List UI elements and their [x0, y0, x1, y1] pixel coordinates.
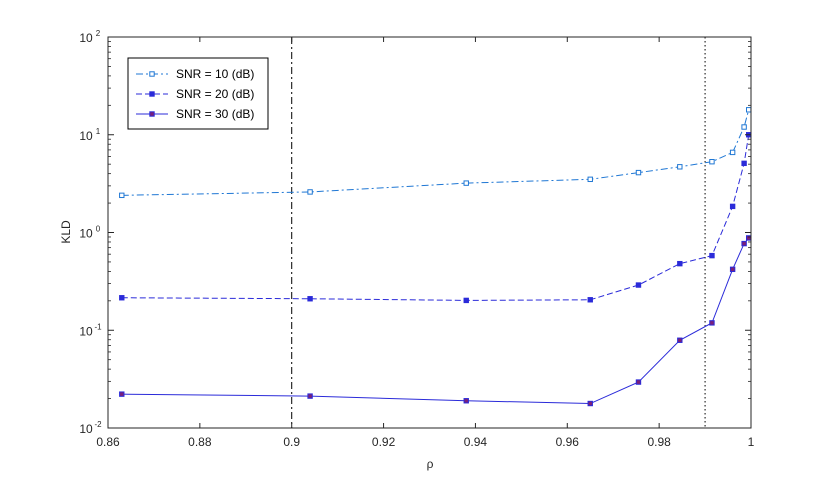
data-point-series-2: [119, 295, 125, 301]
x-axis: 0.86 0.88 0.9 0.92 0.94 0.96 0.98 1: [96, 37, 755, 449]
y-tick-label: 10: [79, 227, 93, 241]
y-tick-exponent: 1: [96, 127, 101, 136]
data-point-series-2: [587, 297, 593, 303]
data-point-series-3: [729, 266, 736, 273]
y-tick-label: 10: [79, 31, 93, 45]
reference-lines: [291, 37, 706, 428]
data-point-series-1: [729, 149, 736, 156]
data-point-series-1: [741, 124, 747, 130]
data-point-series-1: [119, 192, 125, 199]
y-tick-label: 10: [79, 129, 93, 143]
data-point-series-1: [463, 180, 469, 186]
data-point-series-3: [709, 320, 715, 326]
data-point-series-2: [741, 160, 747, 167]
data-point-series-3: [119, 391, 125, 397]
y-tick-exponent: 0: [96, 225, 101, 234]
x-tick-label: 0.88: [188, 435, 212, 449]
legend-label-1: SNR = 10 (dB): [176, 67, 254, 81]
data-point-series-3: [307, 393, 313, 399]
x-tick-label: 0.98: [647, 435, 671, 449]
data-point-series-3: [635, 379, 642, 385]
x-tick-label: 0.96: [556, 435, 580, 449]
y-tick-label: 10: [79, 422, 93, 436]
series-line-1: [121, 109, 750, 196]
y-axis-label: KLD: [59, 220, 73, 244]
x-axis-label: ρ: [427, 457, 434, 471]
series-line-2: [121, 134, 750, 301]
data-point-series-3: [741, 240, 747, 247]
data-point-series-3: [746, 235, 752, 241]
series-layer: [119, 107, 752, 407]
data-point-series-1: [635, 169, 642, 176]
data-point-series-1: [307, 189, 313, 195]
data-point-series-2: [635, 282, 642, 288]
y-tick-label: 10: [79, 324, 93, 338]
legend-marker-2: [149, 91, 155, 97]
data-point-series-3: [463, 398, 469, 404]
x-tick-label: 0.9: [283, 435, 300, 449]
data-point-series-2: [729, 203, 736, 210]
data-point-series-3: [677, 337, 683, 343]
y-tick-exponent: -1: [94, 322, 102, 331]
data-point-series-1: [677, 164, 683, 170]
data-point-series-2: [463, 297, 469, 304]
x-tick-label: 0.94: [464, 435, 488, 449]
legend-marker-1: [149, 71, 155, 77]
data-point-series-2: [307, 296, 313, 302]
y-tick-exponent: -2: [94, 420, 102, 429]
data-point-series-2: [677, 260, 683, 267]
x-tick-label: 0.92: [372, 435, 396, 449]
legend-label-2: SNR = 20 (dB): [176, 87, 254, 101]
series-line-3: [121, 237, 750, 405]
data-point-series-1: [709, 159, 715, 165]
legend-marker-3: [149, 111, 155, 117]
data-point-series-2: [709, 252, 715, 259]
legend: SNR = 10 (dB) SNR = 20 (dB) SNR = 30 (dB): [127, 57, 269, 130]
y-tick-exponent: 2: [96, 29, 101, 38]
data-point-series-1: [587, 176, 593, 183]
data-point-series-1: [746, 107, 752, 113]
legend-label-3: SNR = 30 (dB): [176, 107, 254, 121]
x-tick-label: 1: [748, 435, 755, 449]
data-point-series-3: [587, 400, 593, 407]
x-tick-label: 0.86: [96, 435, 120, 449]
